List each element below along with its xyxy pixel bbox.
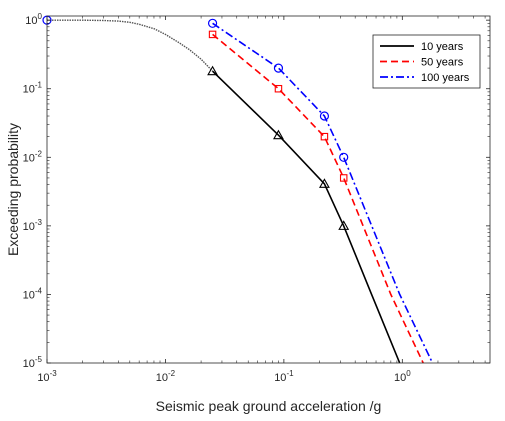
legend-label-50-years: 50 years	[421, 57, 464, 69]
marker-100-years-2	[273, 63, 284, 73]
lines-layer	[47, 19, 434, 363]
marker-50-years-0	[208, 30, 217, 39]
legend-label-10-years: 10 years	[421, 41, 464, 53]
series-line-10-years	[212, 70, 401, 363]
marker-10-years-2	[318, 178, 330, 188]
x-tick-label-2: 10-1	[274, 369, 294, 384]
legend-label-100-years: 100 years	[421, 72, 470, 84]
common-start-line	[47, 19, 214, 72]
legend: 10 years 50 years 100 years	[372, 34, 481, 89]
marker-10-years-3	[338, 220, 350, 230]
x-tick-label-0: 10-3	[37, 369, 57, 384]
y-tick-label-4: 10-1	[23, 81, 43, 96]
marker-50-years-3	[339, 174, 348, 182]
y-tick-label-5: 100	[25, 12, 42, 27]
tick-labels-layer: 10-3 10-2 10-1 100 10-5 10-4 10-3 10-2 10-1 100	[23, 12, 412, 384]
y-axis-label: Exceeding probability	[5, 123, 21, 256]
marker-100-years-4	[339, 152, 349, 162]
x-tick-label-3: 100	[394, 369, 411, 384]
marker-50-years-1	[274, 84, 283, 93]
series-line-100-years	[212, 22, 434, 363]
x-tick-label-1: 10-2	[156, 369, 176, 384]
ticks-layer	[46, 16, 490, 364]
y-tick-label-2: 10-3	[23, 218, 43, 233]
marker-10-years-0	[207, 65, 219, 76]
y-tick-label-1: 10-4	[23, 286, 43, 301]
marker-50-years-2	[320, 132, 329, 141]
marker-100-years-1	[207, 18, 218, 28]
legend-box	[372, 34, 481, 89]
plot-frame	[46, 15, 491, 364]
series-line-50-years	[212, 33, 424, 363]
x-axis-label: Seismic peak ground acceleration /g	[156, 398, 382, 414]
marker-100-years-3	[319, 111, 330, 121]
y-tick-label-0: 10-5	[23, 355, 43, 370]
marker-10-years-1	[273, 129, 284, 140]
y-tick-label-3: 10-2	[23, 149, 43, 164]
